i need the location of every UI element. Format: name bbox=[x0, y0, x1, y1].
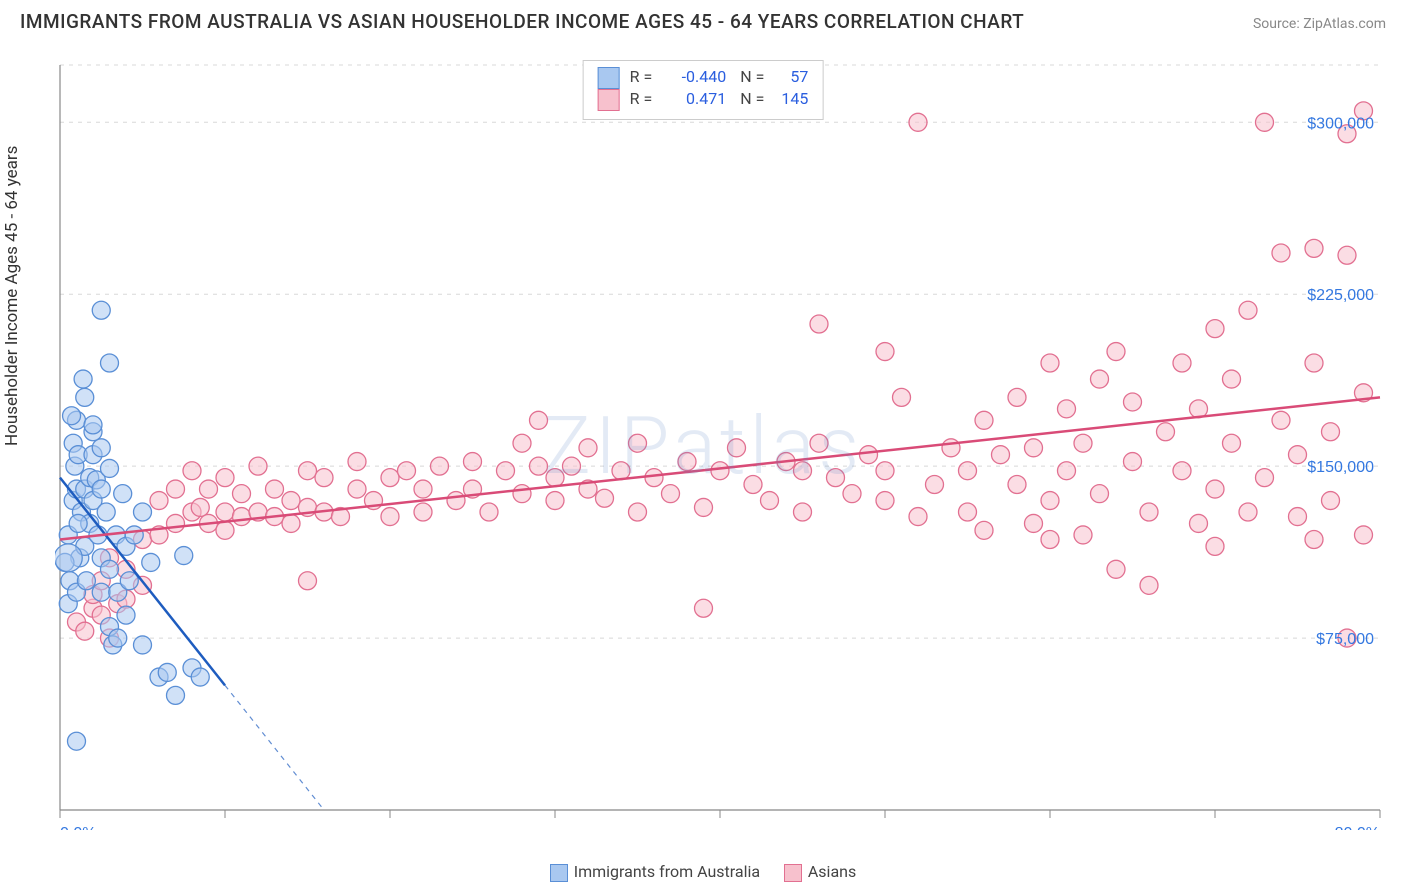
correlation-chart: $75,000 $150,000 $225,000 $300,000 0.0% 80.0% bbox=[55, 60, 1385, 830]
svg-text:$75,000: $75,000 bbox=[1316, 631, 1374, 648]
legend-swatch-aus bbox=[550, 864, 568, 882]
chart-container: $75,000 $150,000 $225,000 $300,000 0.0% 80.0% bbox=[55, 60, 1385, 830]
n-label: N = bbox=[740, 67, 768, 86]
source-attribution: Source: ZipAtlas.com bbox=[1253, 16, 1386, 32]
svg-text:$150,000: $150,000 bbox=[1307, 459, 1374, 476]
page-title: IMMIGRANTS FROM AUSTRALIA VS ASIAN HOUSE… bbox=[20, 10, 1024, 33]
svg-text:$300,000: $300,000 bbox=[1307, 115, 1374, 132]
n-label: N = bbox=[740, 89, 768, 108]
stats-row-aus: R = -0.440 N = 57 bbox=[598, 67, 809, 89]
r-value-asian: 0.471 bbox=[656, 89, 726, 108]
swatch-aus bbox=[598, 67, 620, 89]
svg-text:80.0%: 80.0% bbox=[1335, 825, 1380, 830]
legend-label-aus: Immigrants from Australia bbox=[574, 862, 760, 881]
stats-legend: R = -0.440 N = 57 R = 0.471 N = 145 bbox=[583, 60, 824, 120]
r-value-aus: -0.440 bbox=[656, 67, 726, 86]
n-value-aus: 57 bbox=[768, 67, 808, 86]
legend-label-asian: Asians bbox=[808, 862, 856, 881]
swatch-asian bbox=[598, 89, 620, 111]
stats-row-asian: R = 0.471 N = 145 bbox=[598, 89, 809, 111]
legend-swatch-asian bbox=[784, 864, 802, 882]
svg-text:$225,000: $225,000 bbox=[1307, 287, 1374, 304]
series-legend: Immigrants from Australia Asians bbox=[0, 862, 1406, 882]
svg-text:0.0%: 0.0% bbox=[60, 825, 96, 830]
y-axis-label: Householder Income Ages 45 - 64 years bbox=[2, 146, 22, 446]
r-label: R = bbox=[630, 89, 657, 108]
r-label: R = bbox=[630, 67, 657, 86]
n-value-asian: 145 bbox=[768, 89, 808, 108]
